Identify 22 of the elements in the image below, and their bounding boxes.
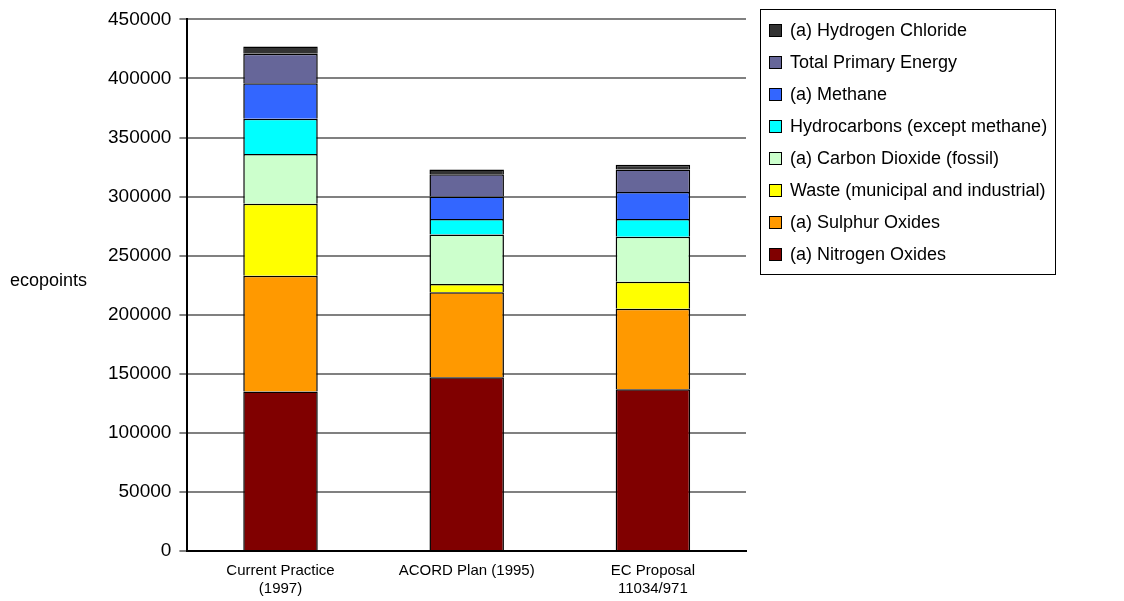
y-tick-label: 50000	[118, 480, 172, 502]
y-tick-label: 150000	[108, 362, 172, 384]
legend-label: (a) Nitrogen Oxides	[789, 242, 948, 266]
y-tick-label: 350000	[108, 125, 172, 147]
y-tick-label: 300000	[108, 184, 172, 206]
y-tick-label: 0	[160, 539, 172, 561]
y-tick-label: 250000	[108, 243, 172, 265]
legend-label: (a) Carbon Dioxide (fossil)	[789, 146, 1001, 170]
legend-label: (a) Methane	[789, 82, 889, 106]
x-tick-label: Current Practice (1997)	[226, 561, 335, 597]
y-axis-title: ecopoints	[10, 270, 88, 291]
y-tick-label: 400000	[108, 66, 172, 88]
x-tick-label: ACORD Plan (1995)	[398, 561, 535, 579]
legend-label: Total Primary Energy	[789, 50, 959, 74]
legend-label: Hydrocarbons (except methane)	[789, 114, 1048, 138]
legend-label: (a) Hydrogen Chloride	[789, 18, 969, 42]
legend-label: (a) Sulphur Oxides	[789, 210, 942, 234]
y-tick-label: 200000	[108, 302, 172, 324]
y-tick-label: 450000	[108, 7, 172, 29]
x-tick-label: EC Proposal 11034/971	[610, 561, 696, 597]
legend-label: Waste (municipal and industrial)	[789, 178, 1047, 202]
y-tick-label: 100000	[108, 421, 172, 443]
